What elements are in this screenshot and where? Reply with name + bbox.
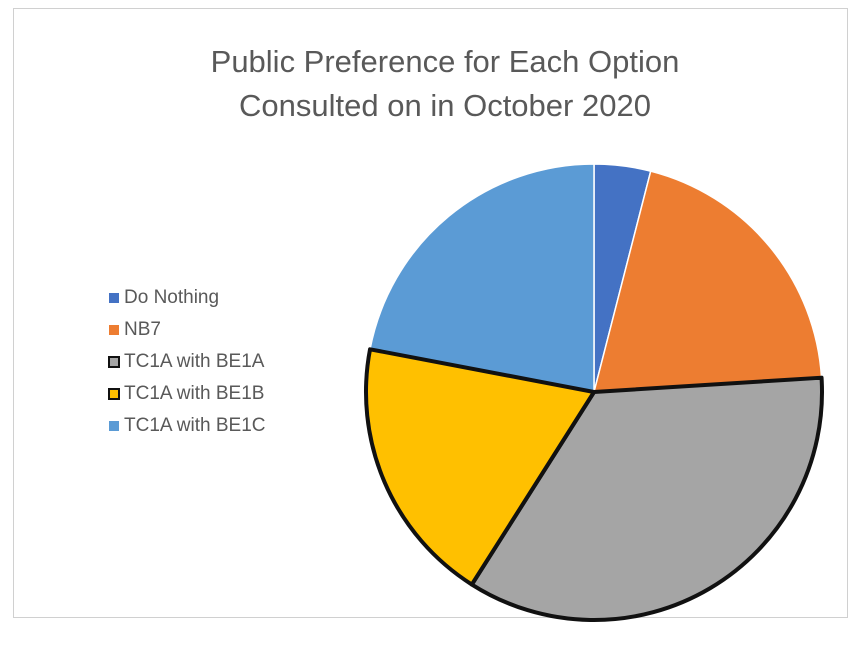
legend-swatch [108, 324, 120, 336]
legend-item-nb7: NB7 [108, 314, 266, 346]
chart-title-line-1: Public Preference for Each Option [210, 44, 680, 79]
legend-label: TC1A with BE1B [124, 383, 265, 404]
chart-title-line-2: Consulted on in October 2020 [239, 88, 651, 123]
legend-label: TC1A with BE1C [124, 415, 266, 436]
legend-swatch [108, 292, 120, 304]
legend-item-tc1a-with-be1a: TC1A with BE1A [108, 346, 266, 378]
legend-item-tc1a-with-be1c: TC1A with BE1C [108, 410, 266, 442]
legend-label: NB7 [124, 319, 161, 340]
legend-swatch [108, 420, 120, 432]
legend-item-tc1a-with-be1b: TC1A with BE1B [108, 378, 266, 410]
pie-slice-nb7 [593, 170, 823, 393]
legend-swatch [108, 356, 120, 368]
legend-item-do-nothing: Do Nothing [108, 282, 266, 314]
legend-label: Do Nothing [124, 287, 220, 308]
legend-label: TC1A with BE1A [124, 351, 265, 372]
pie-slice-tc1a-with-be1a [469, 375, 824, 622]
pie-slice-tc1a-with-be1c [369, 163, 595, 393]
chart-title: Public Preference for Each Option Consul… [0, 40, 862, 128]
legend-swatch [108, 388, 120, 400]
pie-slice-tc1a-with-be1b [364, 347, 596, 587]
chart-legend: Do Nothing NB7 TC1A with BE1A TC1A with BE1… [108, 282, 266, 442]
